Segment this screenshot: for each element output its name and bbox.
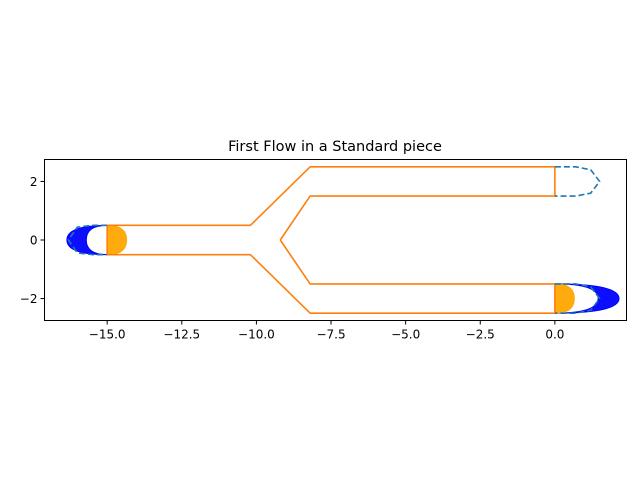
channel-wall-outer-upper <box>107 166 556 241</box>
dashed-cap-lower-outlet <box>554 283 601 314</box>
x-tick-label: −7.5 <box>316 328 345 342</box>
outlet-profile-orange <box>554 283 575 314</box>
x-tick-label: −10.0 <box>238 328 275 342</box>
plot-area <box>66 166 620 314</box>
y-tick-label: −2 <box>20 292 38 306</box>
x-tick-label: −2.5 <box>466 328 495 342</box>
y-tick-label: 0 <box>30 234 38 248</box>
x-tick-label: −5.0 <box>391 328 420 342</box>
axes-frame <box>44 159 627 321</box>
chart-title: First Flow in a Standard piece <box>228 139 442 155</box>
x-tick-label: 0.0 <box>545 328 564 342</box>
dashed-cap-inlet <box>67 224 108 256</box>
channel-wall-inner-lower <box>279 239 556 314</box>
x-tick-label: −12.5 <box>163 328 200 342</box>
dashed-cap-upper-outlet <box>554 166 601 197</box>
axis-ticks: −15.0 −12.5 −10.0 −7.5 −5.0 −2.5 0.0 2 0 −2 <box>20 175 565 342</box>
inlet-profile-blue <box>66 224 108 256</box>
y-tick-label: 2 <box>30 175 38 189</box>
inlet-profile-orange <box>106 224 128 256</box>
x-tick-label: −15.0 <box>89 328 126 342</box>
channel-wall-outer-lower <box>107 253 555 314</box>
